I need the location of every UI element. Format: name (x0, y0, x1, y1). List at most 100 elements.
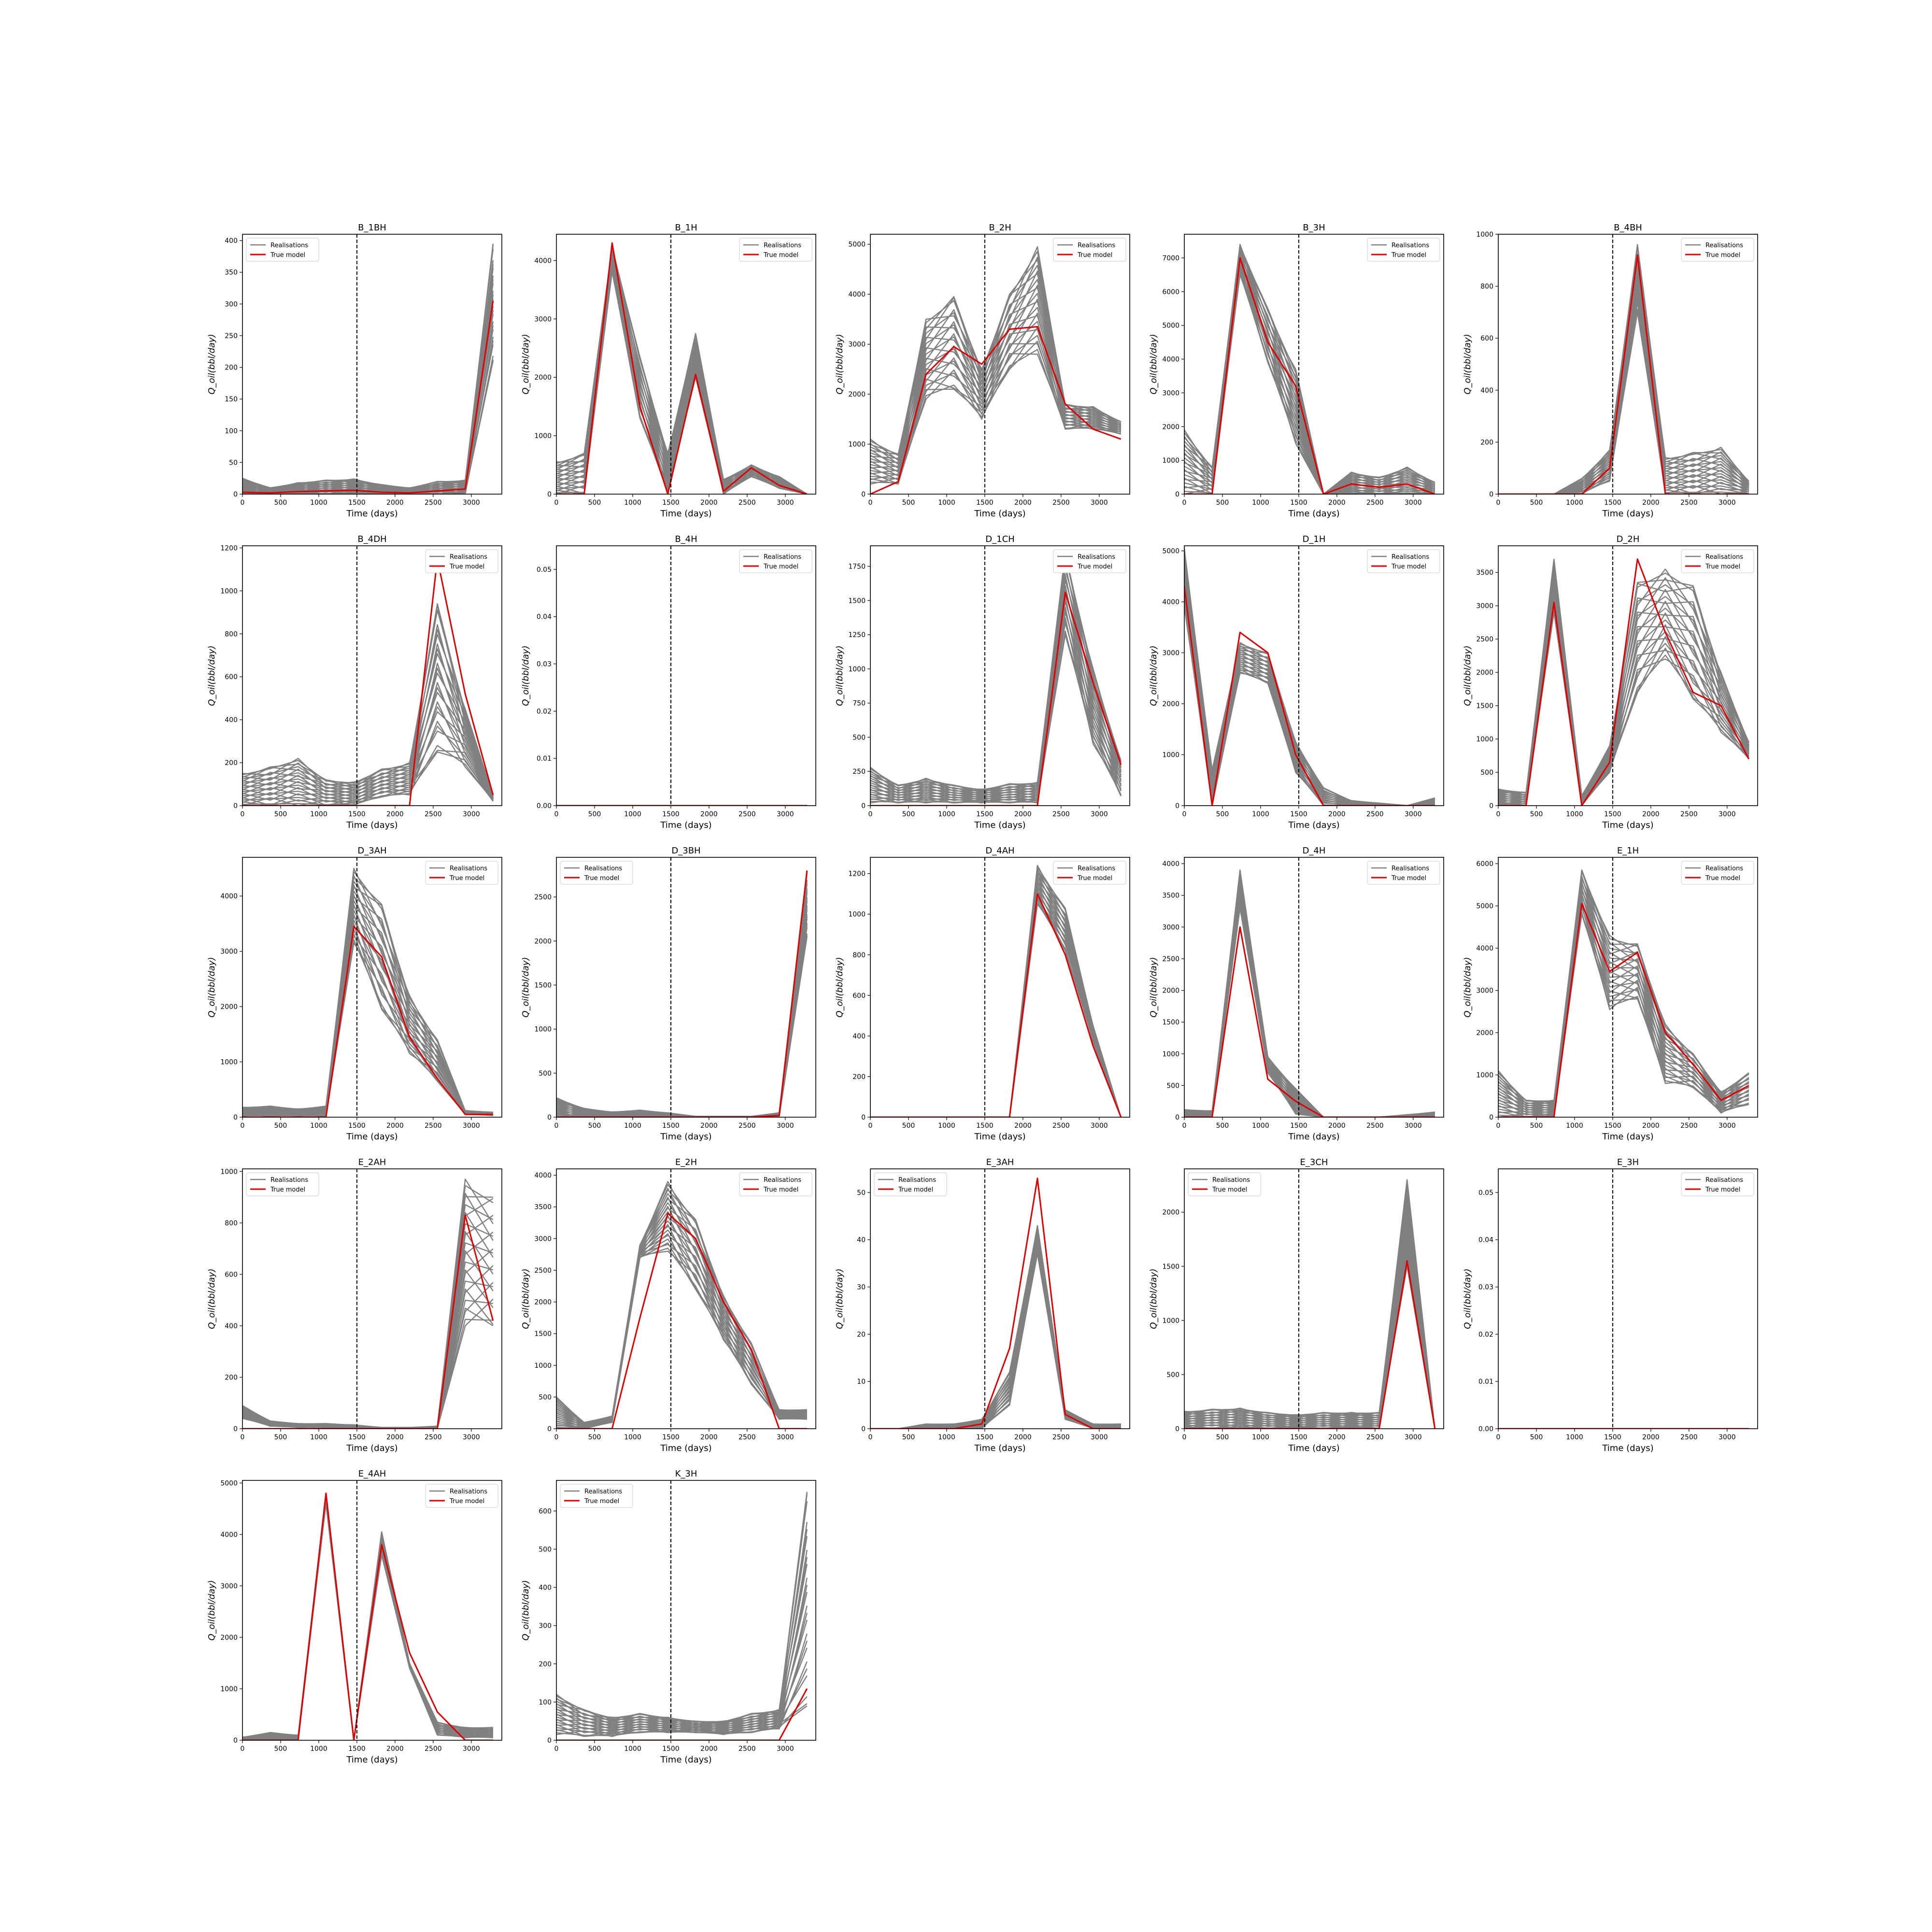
x-tick-label: 2500 (1680, 499, 1698, 507)
realisation-line (870, 630, 1122, 803)
realisation-line (242, 1498, 493, 1740)
y-tick-label: 5000 (1162, 322, 1179, 330)
axes-frame (1498, 857, 1758, 1118)
x-axis-label: Time (days) (974, 820, 1025, 830)
y-tick-label: 1500 (1162, 1019, 1179, 1026)
y-tick-label: 300 (225, 300, 238, 308)
x-tick-label: 2500 (1680, 810, 1698, 818)
y-tick-label: 5000 (1476, 903, 1493, 910)
x-tick-label: 1000 (1566, 499, 1583, 507)
true-model-line (556, 870, 808, 1117)
y-tick-label: 1200 (848, 870, 866, 878)
y-tick-label: 1200 (220, 544, 238, 552)
realisation-line (556, 1492, 808, 1724)
legend-label: Realisations (1078, 242, 1115, 249)
x-tick-label: 3000 (1091, 810, 1108, 818)
x-tick-label: 3000 (1405, 499, 1422, 507)
x-tick-label: 500 (274, 1434, 287, 1441)
y-tick-label: 0 (233, 1737, 238, 1745)
plot-area (1498, 558, 1750, 806)
legend-label: True model (449, 875, 484, 882)
realisation-line (556, 936, 808, 1117)
subplot-title: B_2H (989, 223, 1011, 233)
legend-label: Realisations (1705, 242, 1743, 249)
y-tick-label: 2000 (1476, 669, 1493, 677)
realisation-line (1184, 906, 1435, 1117)
x-axis-label: Time (days) (1288, 1132, 1339, 1142)
axes-frame (556, 1480, 816, 1741)
legend-label: Realisations (1392, 554, 1429, 561)
x-axis-label: Time (days) (660, 1443, 711, 1453)
x-tick-label: 1500 (348, 1745, 366, 1753)
x-tick-label: 3000 (463, 1745, 480, 1753)
x-tick-label: 2000 (1328, 1122, 1346, 1130)
realisation-line (556, 256, 808, 494)
y-axis-label: Q_oil(bbl/day) (521, 645, 531, 706)
y-tick-label: 0.00 (537, 802, 552, 810)
y-tick-label: 4000 (534, 257, 552, 265)
legend-frame (425, 1484, 498, 1508)
x-tick-label: 2500 (739, 499, 756, 507)
realisation-line (242, 359, 494, 494)
y-tick-label: 600 (852, 992, 866, 1000)
x-tick-label: 1500 (976, 1122, 994, 1130)
legend-label: True model (763, 1186, 798, 1193)
x-tick-label: 2000 (1328, 1434, 1346, 1441)
legend: Realisations True model (1053, 861, 1126, 885)
axes-frame (242, 545, 502, 806)
plot-area (556, 242, 808, 494)
x-tick-label: 3000 (1719, 499, 1736, 507)
subplot-B_4DH: 0 500 1000 1500 2000 2500 3000 0 200 400 600 800 100… (207, 534, 502, 830)
realisation-line (556, 905, 808, 1117)
realisation-line (242, 1497, 493, 1740)
x-tick-label: 1000 (1252, 810, 1269, 818)
y-tick-label: 800 (852, 952, 866, 959)
y-axis-label: Q_oil(bbl/day) (1149, 645, 1159, 706)
y-tick-label: 3000 (534, 1235, 552, 1243)
realisation-line (242, 881, 493, 1114)
realisation-line (242, 745, 494, 806)
y-tick-label: 0 (1489, 491, 1493, 498)
legend-label: Realisations (584, 865, 622, 872)
y-tick-label: 1000 (534, 1026, 552, 1034)
realisation-line (242, 1498, 493, 1740)
realisation-line (242, 1196, 493, 1428)
x-tick-label: 2500 (739, 1122, 756, 1130)
x-axis-label: Time (days) (1288, 1443, 1339, 1453)
subplot-title: B_3H (1303, 223, 1325, 233)
y-tick-label: 10 (857, 1378, 866, 1386)
realisation-line (242, 329, 494, 493)
y-tick-label: 6000 (1162, 288, 1179, 296)
x-tick-label: 2000 (700, 1122, 718, 1130)
x-tick-label: 1000 (624, 499, 641, 507)
plot-area (242, 867, 493, 1117)
realisation-line (870, 896, 1122, 1117)
realisation-line (870, 873, 1122, 1117)
y-tick-label: 50 (229, 459, 238, 467)
y-tick-label: 4000 (220, 893, 238, 900)
realisation-line (242, 610, 494, 796)
true-model-line (242, 925, 493, 1117)
realisation-line (556, 916, 808, 1117)
legend-label: Realisations (1078, 554, 1115, 561)
y-tick-label: 2500 (1476, 636, 1493, 643)
x-tick-label: 3000 (777, 810, 794, 818)
y-tick-label: 0 (1175, 491, 1179, 498)
legend-frame (739, 238, 812, 262)
x-tick-label: 1000 (938, 1434, 955, 1441)
realisation-line (242, 295, 494, 491)
realisation-line (242, 643, 494, 797)
axes-frame (242, 1480, 502, 1741)
x-tick-label: 2000 (700, 810, 718, 818)
axes-frame (870, 234, 1130, 495)
realisation-line (870, 901, 1122, 1117)
realisation-line (870, 879, 1122, 1117)
realisation-line (242, 298, 494, 492)
subplot-D_4AH: 0 500 1000 1500 2000 2500 3000 0 200 400 600 800 100… (835, 846, 1130, 1142)
x-tick-label: 2000 (1328, 499, 1346, 507)
realisation-line (242, 1497, 493, 1740)
realisation-line (242, 653, 494, 797)
true-model-line (1184, 1260, 1436, 1429)
legend-label: True model (449, 563, 484, 570)
realisation-line (556, 923, 808, 1117)
